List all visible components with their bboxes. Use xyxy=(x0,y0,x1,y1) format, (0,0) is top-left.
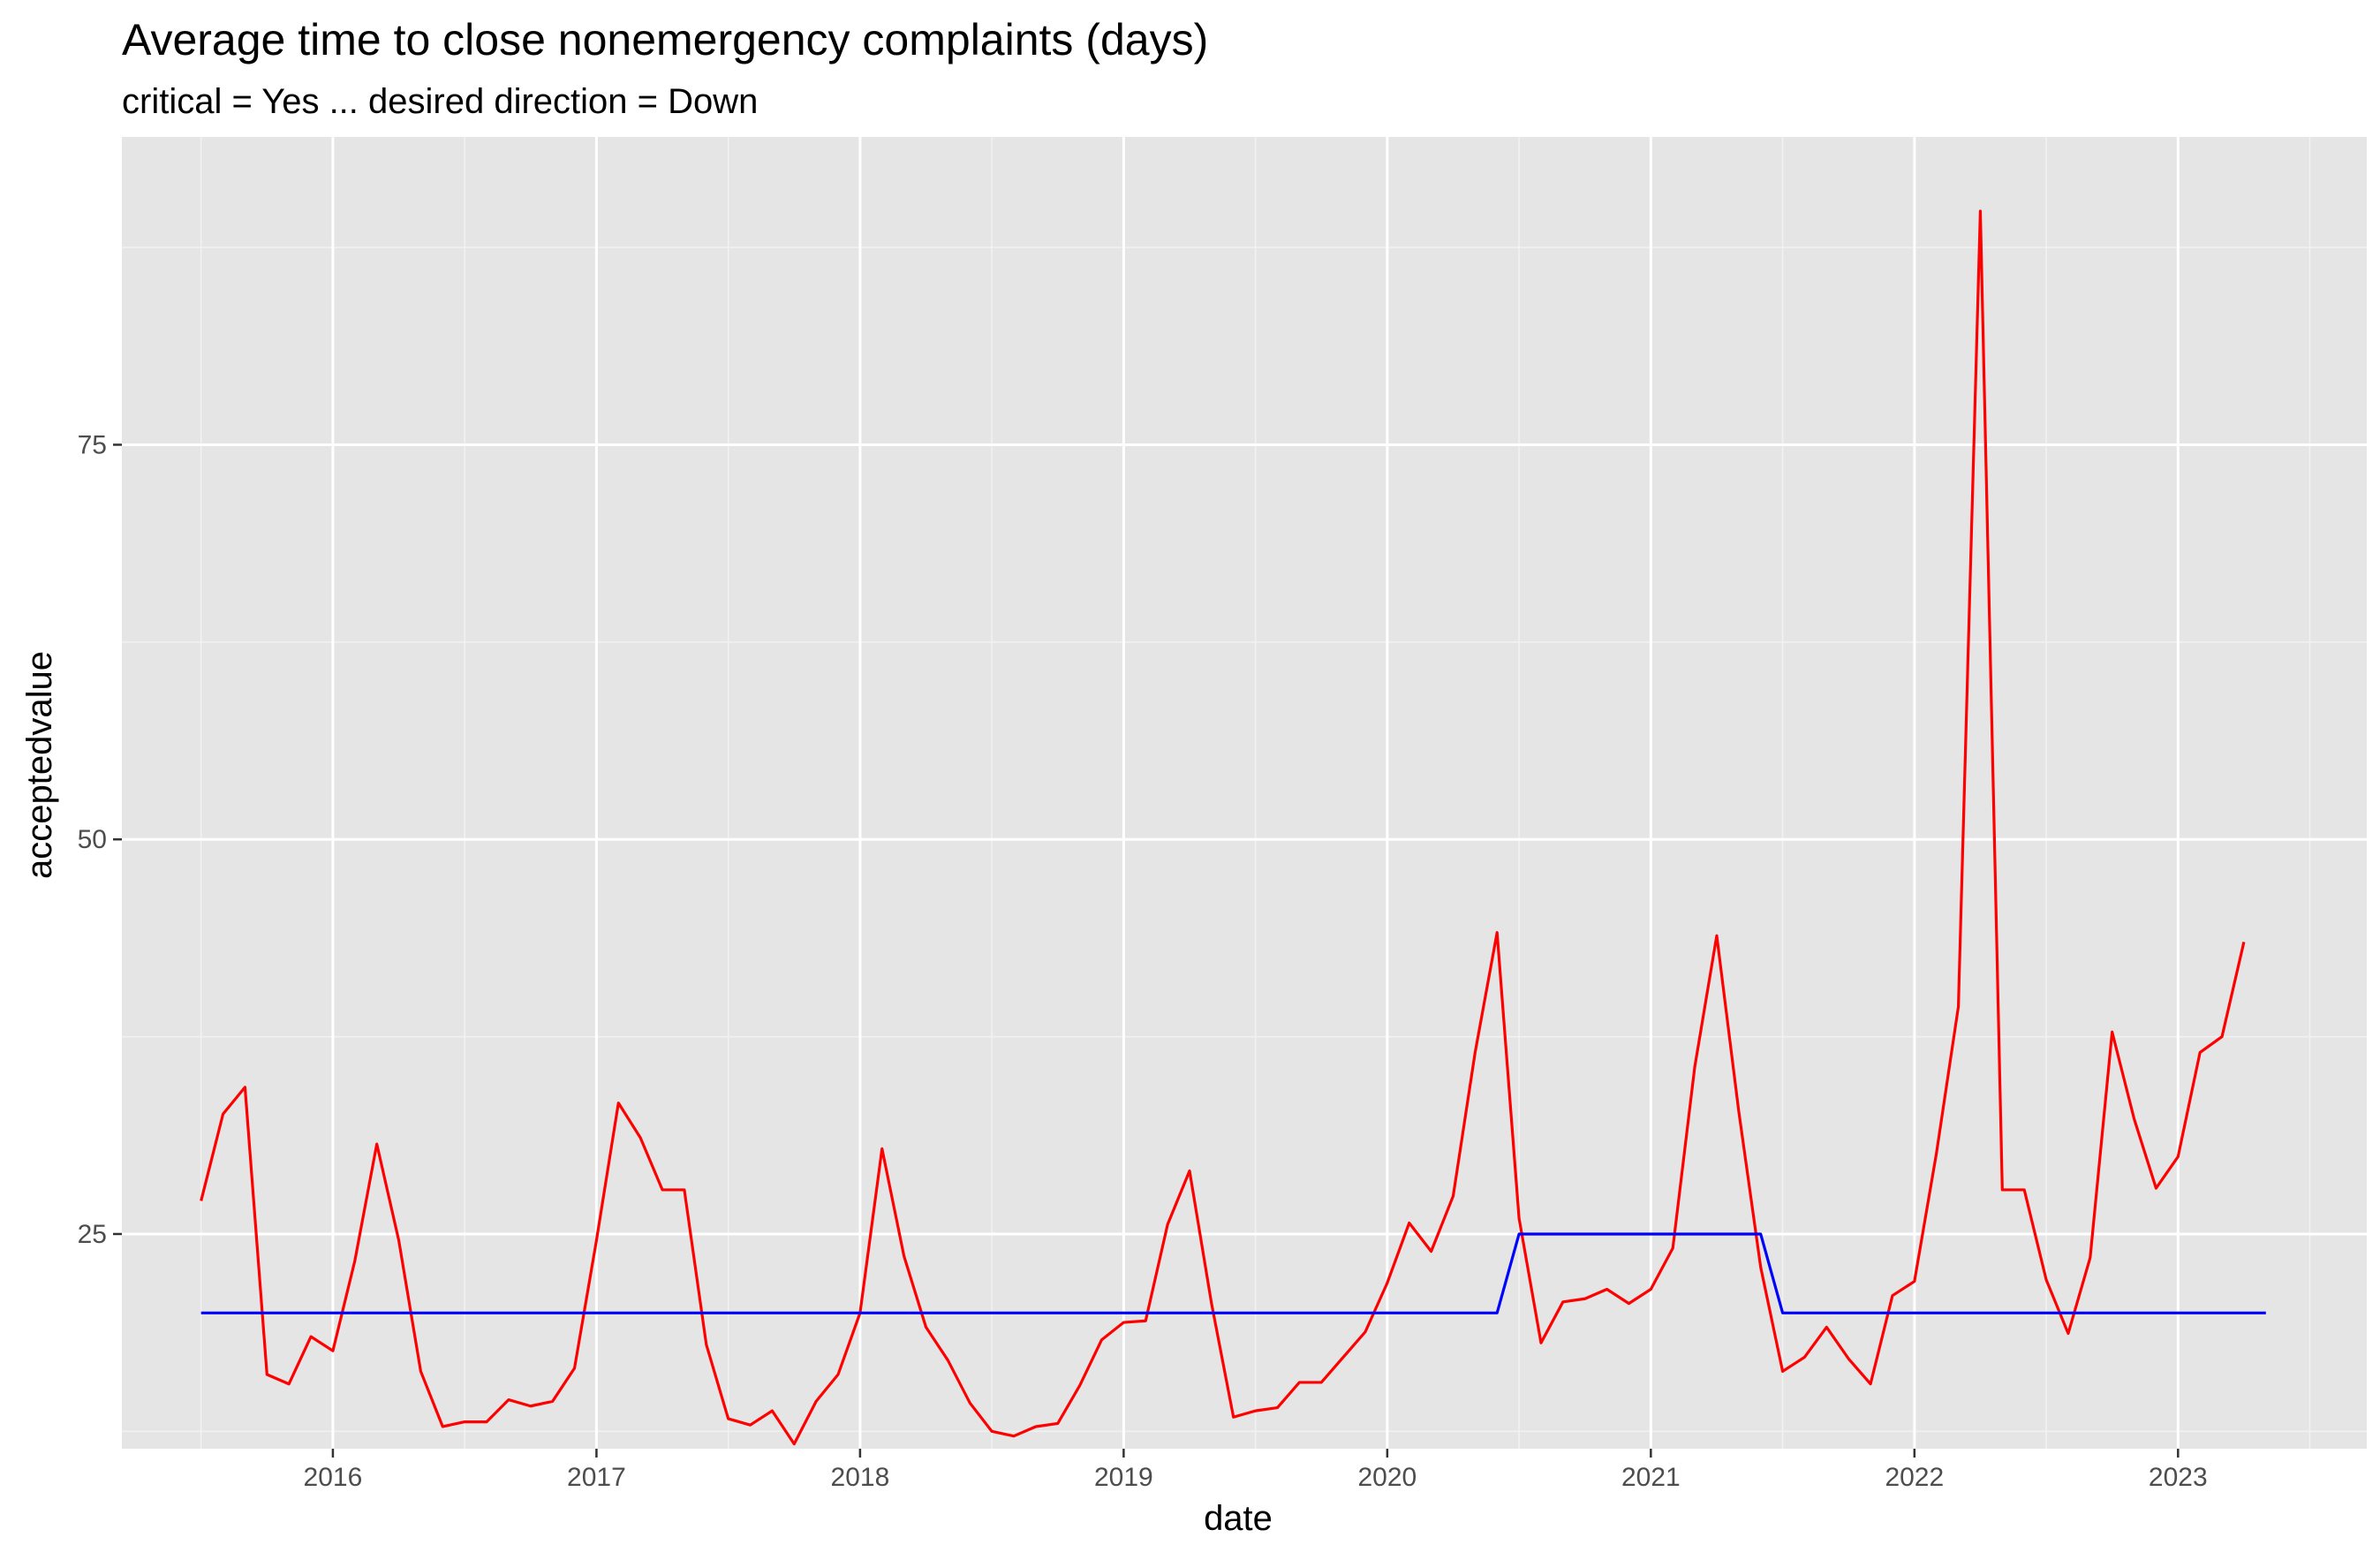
grid-major xyxy=(122,137,2367,1449)
y-tick-label: 25 xyxy=(78,1220,107,1249)
y-tick-label: 50 xyxy=(78,825,107,854)
y-tick-label: 75 xyxy=(78,430,107,459)
x-tick-label: 2023 xyxy=(2149,1463,2208,1492)
series-line-1 xyxy=(200,209,2246,1446)
x-tick-label: 2016 xyxy=(304,1463,363,1492)
x-axis: 2016 2017 2018 2019 2020 2021 2022 2023 xyxy=(304,1449,2208,1492)
x-tick-label: 2019 xyxy=(1094,1463,1153,1492)
x-tick-label: 2017 xyxy=(567,1463,626,1492)
x-tick-label: 2020 xyxy=(1357,1463,1417,1492)
plot-panel xyxy=(122,137,2367,1449)
grid-minor xyxy=(122,137,2367,1449)
y-axis: 25 50 75 xyxy=(78,430,122,1249)
x-axis-title: date xyxy=(1204,1499,1273,1538)
x-tick-label: 2018 xyxy=(831,1463,890,1492)
x-tick-label: 2021 xyxy=(1621,1463,1681,1492)
series-line-2 xyxy=(200,1232,2266,1314)
x-tick-label: 2022 xyxy=(1885,1463,1944,1492)
y-axis-title: acceptedvalue xyxy=(20,651,59,879)
chart-title: Average time to close nonemergency compl… xyxy=(122,15,1208,64)
series-layer xyxy=(200,209,2266,1446)
chart-subtitle: critical = Yes ... desired direction = D… xyxy=(122,82,758,121)
